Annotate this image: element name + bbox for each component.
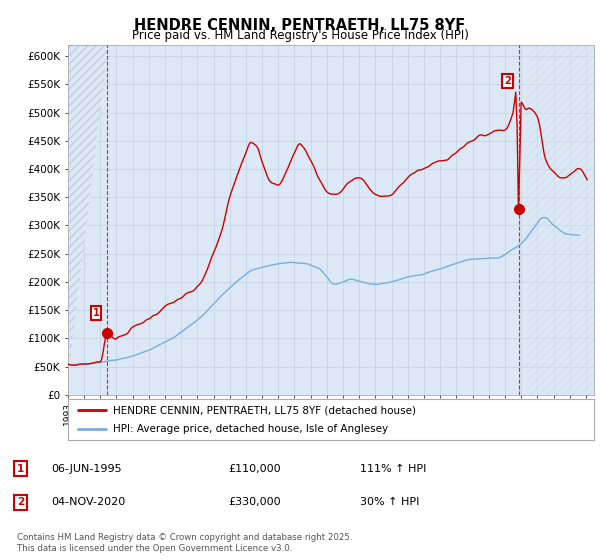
Text: 30% ↑ HPI: 30% ↑ HPI (360, 497, 419, 507)
Text: 2: 2 (17, 497, 24, 507)
Text: 1: 1 (17, 464, 24, 474)
Text: £330,000: £330,000 (228, 497, 281, 507)
Text: HENDRE CENNIN, PENTRAETH, LL75 8YF (detached house): HENDRE CENNIN, PENTRAETH, LL75 8YF (deta… (113, 405, 416, 415)
Text: 1: 1 (92, 308, 100, 318)
Text: 111% ↑ HPI: 111% ↑ HPI (360, 464, 427, 474)
Text: HENDRE CENNIN, PENTRAETH, LL75 8YF: HENDRE CENNIN, PENTRAETH, LL75 8YF (134, 18, 466, 33)
Text: Contains HM Land Registry data © Crown copyright and database right 2025.
This d: Contains HM Land Registry data © Crown c… (17, 534, 352, 553)
Text: £110,000: £110,000 (228, 464, 281, 474)
Text: 2: 2 (504, 76, 511, 86)
Polygon shape (68, 45, 108, 378)
Text: 04-NOV-2020: 04-NOV-2020 (51, 497, 125, 507)
Text: 06-JUN-1995: 06-JUN-1995 (51, 464, 122, 474)
Text: Price paid vs. HM Land Registry's House Price Index (HPI): Price paid vs. HM Land Registry's House … (131, 29, 469, 42)
Polygon shape (526, 45, 594, 395)
Text: HPI: Average price, detached house, Isle of Anglesey: HPI: Average price, detached house, Isle… (113, 424, 388, 433)
